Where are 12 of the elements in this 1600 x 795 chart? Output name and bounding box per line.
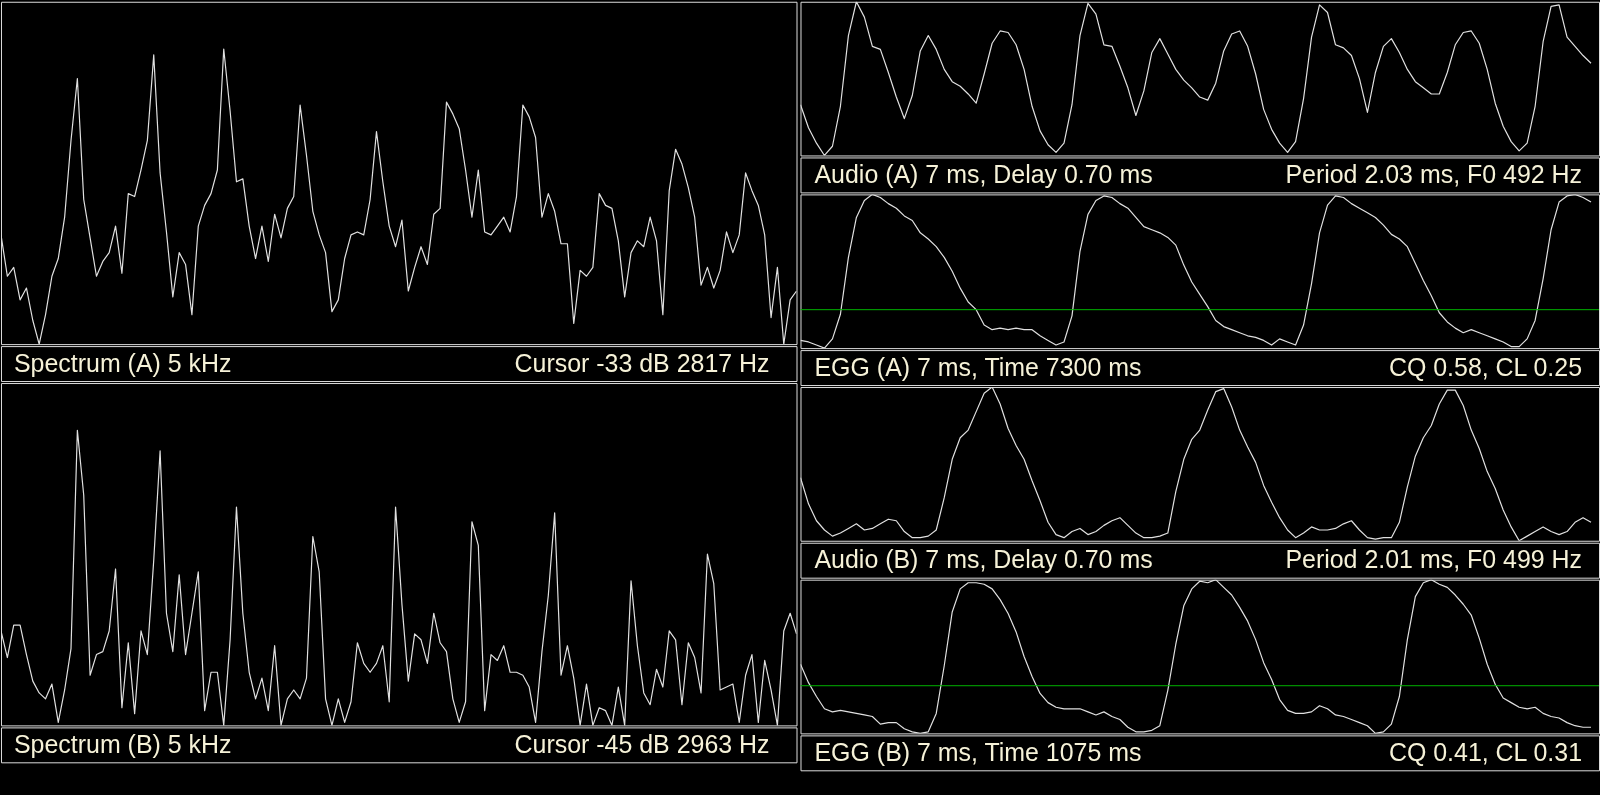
text: Spectrum (B) 5 kHz bbox=[13, 729, 232, 758]
text: EGG (B) 7 ms, Time 1075 ms bbox=[814, 737, 1142, 766]
text: Audio (B) 7 ms, Delay 0.70 ms bbox=[814, 545, 1153, 574]
text: Cursor -45 dB 2963 Hz bbox=[514, 729, 770, 758]
text: Audio (A) 7 ms, Delay 0.70 ms bbox=[814, 159, 1153, 188]
text: CQ 0.58, CL 0.25 bbox=[1388, 352, 1583, 381]
text: Period 2.01 ms, F0 499 Hz bbox=[1285, 545, 1583, 574]
text: CQ 0.41, CL 0.31 bbox=[1388, 737, 1583, 766]
text: EGG (A) 7 ms, Time 7300 ms bbox=[814, 352, 1142, 381]
text: Cursor -33 dB 2817 Hz bbox=[514, 348, 770, 377]
text: Period 2.03 ms, F0 492 Hz bbox=[1285, 159, 1583, 188]
text: Spectrum (A) 5 kHz bbox=[13, 348, 232, 377]
